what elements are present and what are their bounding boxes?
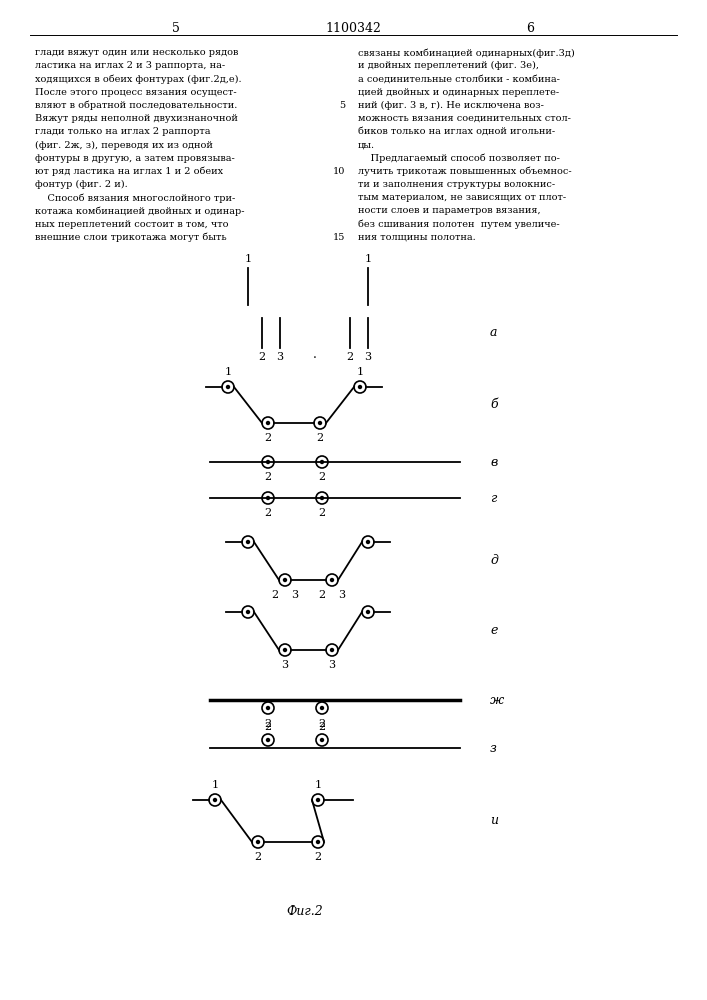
Text: 1: 1	[245, 254, 252, 264]
Text: 2: 2	[346, 352, 354, 362]
Text: 10: 10	[332, 167, 345, 176]
Circle shape	[247, 610, 250, 613]
Text: вляют в обратной последовательности.: вляют в обратной последовательности.	[35, 101, 238, 110]
Text: котажа комбинацией двойных и одинар-: котажа комбинацией двойных и одинар-	[35, 206, 245, 216]
Text: биков только на иглах одной игольни-: биков только на иглах одной игольни-	[358, 127, 555, 136]
Text: можность вязания соединительных стол-: можность вязания соединительных стол-	[358, 114, 571, 123]
Text: в: в	[490, 456, 497, 468]
Text: 2: 2	[264, 433, 271, 443]
Circle shape	[317, 840, 320, 844]
Circle shape	[257, 840, 259, 844]
Circle shape	[330, 648, 334, 652]
Text: связаны комбинацией одинарных(фиг.3д): связаны комбинацией одинарных(фиг.3д)	[358, 48, 575, 57]
Circle shape	[317, 798, 320, 802]
Text: 2: 2	[318, 508, 325, 518]
Text: 3: 3	[291, 590, 298, 600]
Circle shape	[318, 422, 322, 424]
Circle shape	[267, 738, 269, 742]
Text: Фиг.2: Фиг.2	[286, 905, 323, 918]
Text: 2: 2	[264, 719, 271, 729]
Text: внешние слои трикотажа могут быть: внешние слои трикотажа могут быть	[35, 233, 227, 242]
Text: б: б	[490, 398, 498, 412]
Text: Способ вязания многослойного три-: Способ вязания многослойного три-	[35, 193, 235, 203]
Text: 2: 2	[318, 722, 325, 732]
Text: без сшивания полотен  путем увеличе-: без сшивания полотен путем увеличе-	[358, 220, 560, 229]
Text: 3: 3	[364, 352, 372, 362]
Text: ·: ·	[313, 352, 317, 365]
Text: 2: 2	[264, 472, 271, 482]
Circle shape	[267, 706, 269, 710]
Text: 2: 2	[264, 722, 271, 732]
Text: 1: 1	[211, 780, 218, 790]
Text: ж: ж	[490, 694, 504, 706]
Text: ний (фиг. 3 в, г). Не исключена воз-: ний (фиг. 3 в, г). Не исключена воз-	[358, 101, 544, 110]
Circle shape	[267, 460, 269, 464]
Text: 2: 2	[264, 508, 271, 518]
Text: 3: 3	[276, 352, 284, 362]
Text: з: з	[490, 742, 497, 754]
Text: ластика на иглах 2 и 3 раппорта, на-: ластика на иглах 2 и 3 раппорта, на-	[35, 61, 225, 70]
Text: ти и заполнения структуры волокнис-: ти и заполнения структуры волокнис-	[358, 180, 555, 189]
Text: 2: 2	[318, 590, 325, 600]
Text: д: д	[490, 554, 498, 566]
Text: цы.: цы.	[358, 140, 375, 149]
Text: а: а	[490, 326, 498, 340]
Text: фонтур (фиг. 2 и).: фонтур (фиг. 2 и).	[35, 180, 128, 189]
Text: После этого процесс вязания осущест-: После этого процесс вязания осущест-	[35, 88, 237, 97]
Circle shape	[320, 496, 324, 499]
Circle shape	[267, 422, 269, 424]
Text: 2: 2	[259, 352, 266, 362]
Circle shape	[358, 385, 361, 388]
Text: 5: 5	[172, 22, 180, 35]
Circle shape	[284, 648, 286, 652]
Text: ходящихся в обеих фонтурах (фиг.2д,е).: ходящихся в обеих фонтурах (фиг.2д,е).	[35, 74, 242, 84]
Text: ют ряд ластика на иглах 1 и 2 обеих: ют ряд ластика на иглах 1 и 2 обеих	[35, 167, 223, 176]
Text: 2: 2	[315, 852, 322, 862]
Text: ности слоев и параметров вязания,: ности слоев и параметров вязания,	[358, 206, 541, 215]
Text: 5: 5	[339, 101, 345, 110]
Circle shape	[214, 798, 216, 802]
Text: а соединительные столбики - комбина-: а соединительные столбики - комбина-	[358, 74, 560, 83]
Text: 1: 1	[224, 367, 232, 377]
Text: цией двойных и одинарных переплете-: цией двойных и одинарных переплете-	[358, 88, 559, 97]
Text: ных переплетений состоит в том, что: ных переплетений состоит в том, что	[35, 220, 228, 229]
Text: 3: 3	[281, 660, 288, 670]
Circle shape	[267, 496, 269, 499]
Text: 3: 3	[329, 660, 336, 670]
Circle shape	[320, 706, 324, 710]
Text: фонтуры в другую, а затем провязыва-: фонтуры в другую, а затем провязыва-	[35, 154, 235, 163]
Text: Предлагаемый способ позволяет по-: Предлагаемый способ позволяет по-	[358, 154, 560, 163]
Text: ния толщины полотна.: ния толщины полотна.	[358, 233, 476, 242]
Text: 1: 1	[356, 367, 363, 377]
Text: 2: 2	[271, 590, 279, 600]
Text: 6: 6	[526, 22, 534, 35]
Text: глади только на иглах 2 раппорта: глади только на иглах 2 раппорта	[35, 127, 211, 136]
Text: г: г	[490, 491, 496, 504]
Text: е: е	[490, 624, 498, 637]
Circle shape	[330, 578, 334, 582]
Text: и: и	[490, 814, 498, 826]
Circle shape	[320, 738, 324, 742]
Text: 3: 3	[339, 590, 346, 600]
Text: и двойных переплетений (фиг. 3е),: и двойных переплетений (фиг. 3е),	[358, 61, 539, 70]
Text: Вяжут ряды неполной двухизнаночной: Вяжут ряды неполной двухизнаночной	[35, 114, 238, 123]
Text: 2: 2	[255, 852, 262, 862]
Text: (фиг. 2ж, з), переводя их из одной: (фиг. 2ж, з), переводя их из одной	[35, 140, 213, 150]
Text: лучить трикотаж повышенных объемнос-: лучить трикотаж повышенных объемнос-	[358, 167, 572, 176]
Circle shape	[320, 460, 324, 464]
Circle shape	[366, 610, 370, 613]
Circle shape	[247, 540, 250, 544]
Circle shape	[366, 540, 370, 544]
Text: 1100342: 1100342	[325, 22, 381, 35]
Text: 1: 1	[364, 254, 372, 264]
Text: тым материалом, не зависящих от плот-: тым материалом, не зависящих от плот-	[358, 193, 566, 202]
Text: 2: 2	[318, 472, 325, 482]
Text: глади вяжут один или несколько рядов: глади вяжут один или несколько рядов	[35, 48, 238, 57]
Circle shape	[226, 385, 230, 388]
Text: 2: 2	[317, 433, 324, 443]
Text: 2: 2	[318, 719, 325, 729]
Text: 15: 15	[332, 233, 345, 242]
Circle shape	[284, 578, 286, 582]
Text: 1: 1	[315, 780, 322, 790]
